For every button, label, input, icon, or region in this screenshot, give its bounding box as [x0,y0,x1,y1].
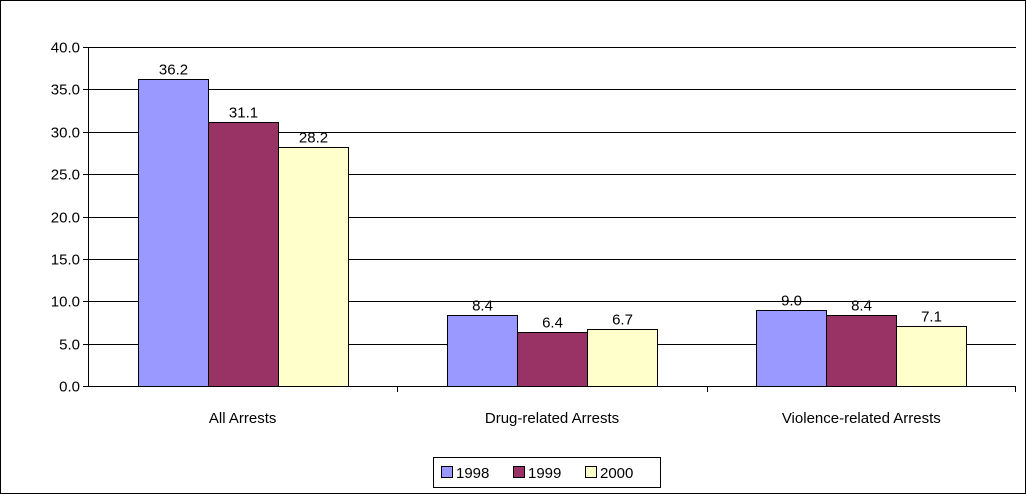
legend: 1998 1999 2000 [433,457,661,488]
legend-label: 2000 [600,465,633,482]
bar-1998 [446,314,519,388]
bar-1998 [755,309,828,388]
bars [137,78,968,388]
legend-box [433,457,661,488]
y-tick-label: 20.0 [51,210,80,227]
category-label: Violence-related Arrests [782,410,941,427]
axes: 0.0 5.0 10.0 15.0 20.0 25.0 30.0 35.0 40.0 All Ar… [51,40,1016,427]
data-label: 9.0 [781,293,802,310]
bar-1999 [516,331,589,388]
data-label: 31.1 [229,105,258,122]
category-label: Drug-related Arrests [485,410,619,427]
legend-label: 1998 [456,465,489,482]
bar-2000 [277,146,350,388]
bar-1999 [825,314,898,388]
data-label: 6.4 [542,315,563,332]
y-tick-label: 25.0 [51,167,80,184]
y-tick-label: 15.0 [51,252,80,269]
bar-1998 [137,78,210,388]
y-tick-label: 0.0 [59,379,80,396]
data-label: 8.4 [851,298,872,315]
y-tick-label: 30.0 [51,125,80,142]
legend-swatch-1999 [513,466,525,478]
y-tick-label: 35.0 [51,82,80,99]
data-label: 6.7 [612,312,633,329]
data-labels: 36.2 31.1 28.2 8.4 6.4 6.7 9.0 8.4 7.1 [159,62,942,332]
legend-swatch-1998 [441,466,453,478]
bar-1999 [207,121,280,388]
y-tick-label: 40.0 [51,40,80,57]
bar-2000 [586,328,659,388]
data-label: 8.4 [472,298,493,315]
legend-label: 1999 [528,465,561,482]
bar-2000 [895,325,968,388]
legend-swatch-2000 [585,466,597,478]
data-label: 28.2 [299,130,328,147]
y-tick-label: 5.0 [59,337,80,354]
y-tick-label: 10.0 [51,294,80,311]
data-label: 36.2 [159,62,188,79]
category-label: All Arrests [209,410,277,427]
data-label: 7.1 [921,309,942,326]
